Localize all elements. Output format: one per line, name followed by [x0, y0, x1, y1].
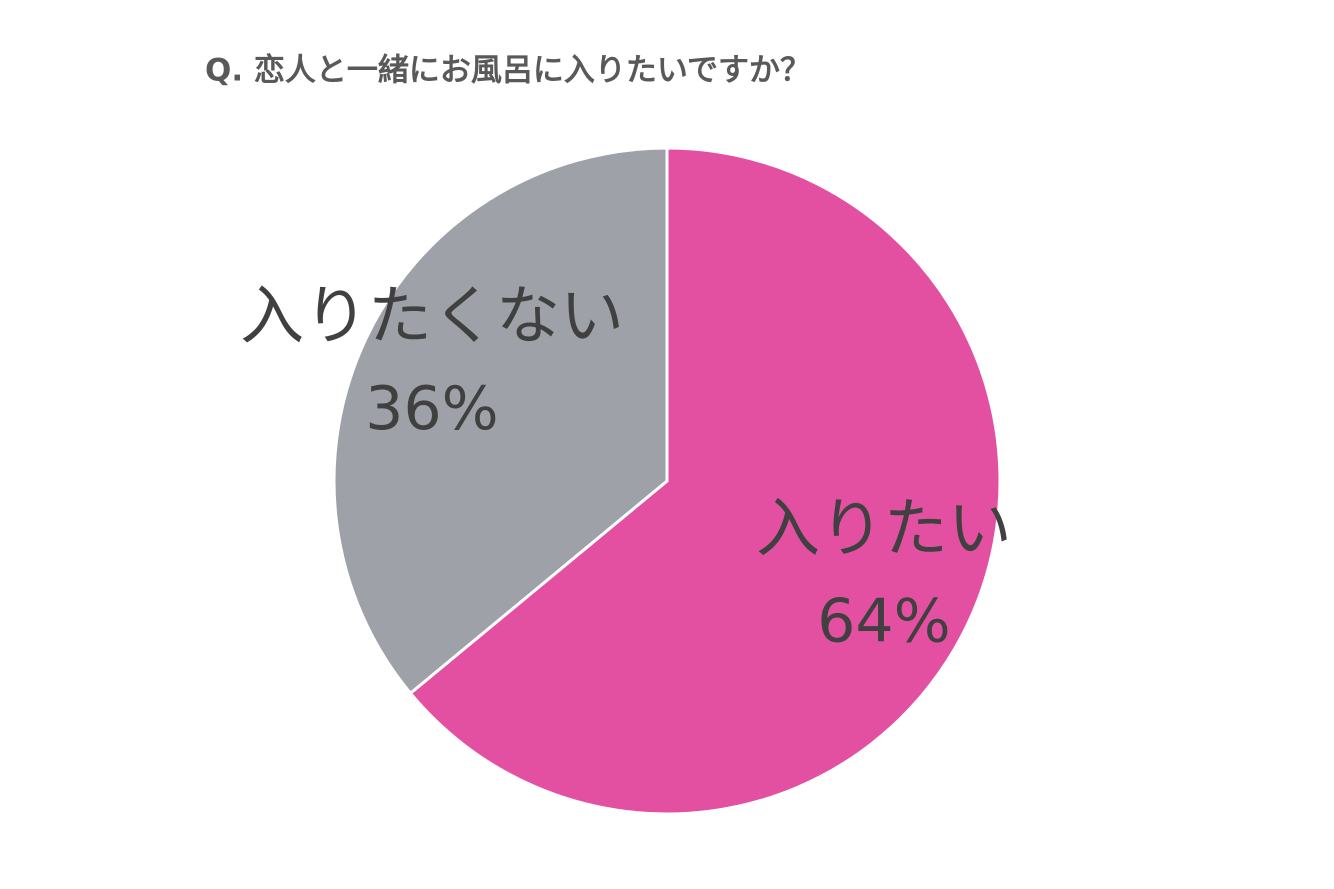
pie-slice: [408, 146, 1002, 816]
pie-slice: [332, 146, 669, 696]
value-label: 64%: [817, 587, 950, 657]
value-label: 36%: [365, 374, 498, 444]
slice-label: 入りたくない: [240, 280, 624, 354]
slice-label: 入りたい: [756, 493, 1012, 567]
chart-title: Q. 恋人と一緒にお風呂に入りたいですか？: [205, 53, 811, 89]
